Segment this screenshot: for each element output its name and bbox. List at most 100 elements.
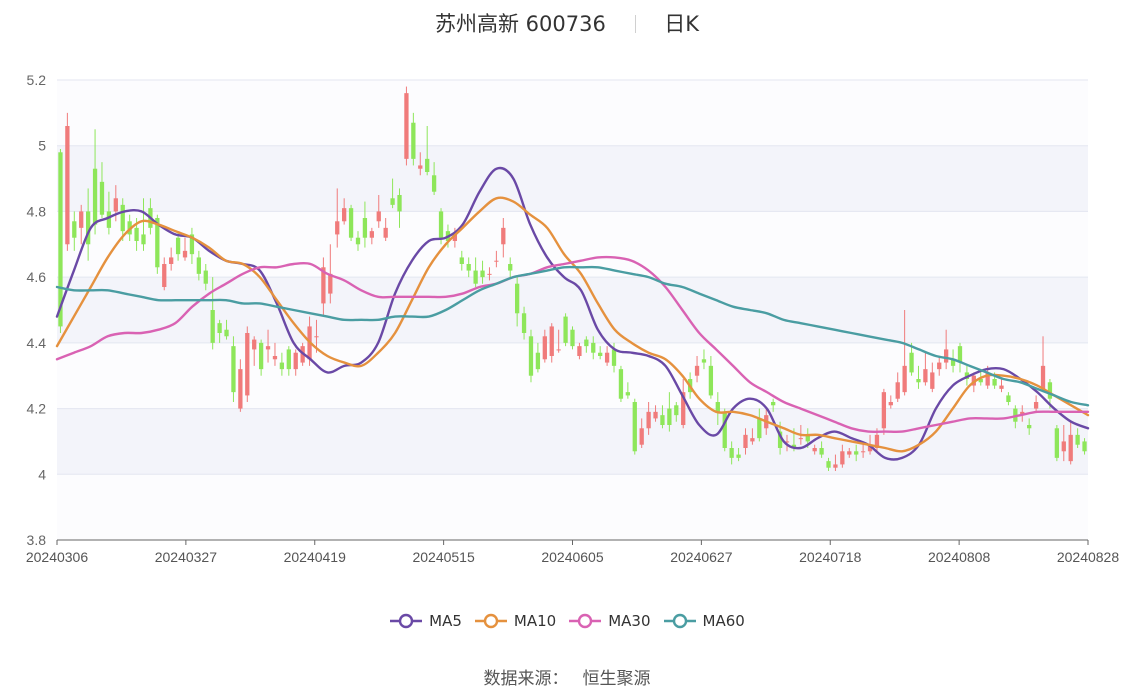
candle-body — [369, 231, 374, 238]
legend-swatch-icon — [663, 613, 696, 629]
candle-body — [224, 329, 229, 337]
candle-body — [521, 313, 527, 333]
candle-body — [833, 464, 838, 468]
x-tick-label: 20240419 — [284, 549, 347, 565]
candle-body — [362, 218, 368, 238]
plot-background-bands — [57, 80, 1088, 540]
candle-body — [771, 402, 776, 406]
candle-body — [591, 342, 596, 353]
candle-body — [514, 283, 520, 314]
candle-body — [321, 267, 326, 304]
y-tick-label: 5.2 — [27, 72, 47, 88]
candle-body — [425, 158, 430, 172]
chart-legend: MA5 MA10 MA30 MA60 — [0, 612, 1134, 633]
candle-body — [72, 221, 77, 238]
plot-band — [57, 80, 1088, 146]
legend-label: MA60 — [702, 612, 745, 630]
candle-body — [916, 379, 921, 383]
legend-label: MA30 — [608, 612, 651, 630]
candle-body — [598, 352, 603, 356]
candle-body — [258, 342, 264, 370]
candle-body — [577, 346, 582, 356]
title-separator — [634, 15, 636, 33]
candle-body — [1020, 411, 1025, 416]
candle-body — [293, 352, 298, 370]
candle-body — [826, 461, 831, 468]
candle-body — [404, 93, 409, 159]
candle-body — [342, 208, 347, 222]
y-axis: 3.8 4 4.2 4.4 4.6 4.8 5 5.2 — [27, 72, 47, 548]
candle-body — [978, 379, 983, 383]
candle-body — [494, 260, 499, 262]
candle-body — [743, 434, 748, 448]
candle-body — [535, 352, 541, 370]
candle-body — [667, 408, 672, 425]
candle-body — [418, 165, 423, 169]
candle-body — [570, 329, 575, 347]
candle-body — [819, 448, 824, 455]
candle-body — [272, 356, 278, 360]
x-tick-label: 20240327 — [155, 549, 218, 565]
candle-body — [549, 326, 554, 356]
candle-body — [618, 369, 624, 399]
candle-body — [383, 227, 388, 238]
candle-body — [604, 352, 610, 363]
candle-body — [466, 264, 471, 271]
candle-body — [812, 448, 817, 452]
source-value: 恒生聚源 — [582, 669, 651, 689]
candle-body — [141, 234, 146, 245]
legend-item-ma30[interactable]: MA30 — [568, 612, 651, 630]
y-tick-label: 4.4 — [27, 335, 47, 351]
plot-band — [57, 408, 1088, 475]
candle-body — [355, 237, 361, 245]
legend-item-ma10[interactable]: MA10 — [474, 612, 556, 630]
candle-body — [777, 431, 783, 448]
candle-body — [162, 264, 167, 287]
candle-body — [923, 369, 928, 383]
candle-body — [182, 250, 188, 258]
candle-body — [528, 336, 534, 376]
ma-line-ma60 — [55, 265, 1090, 407]
x-tick-label: 20240605 — [541, 549, 604, 565]
plot-band — [57, 474, 1088, 540]
candle-body — [840, 451, 845, 465]
candle-body — [708, 365, 714, 396]
candle-body — [134, 227, 139, 241]
candle-body — [895, 382, 900, 399]
data-source: 数据来源： 恒生聚源 — [0, 664, 1134, 689]
candle-body — [930, 372, 935, 389]
period-label: 日K — [664, 12, 699, 36]
candle-body — [459, 257, 464, 264]
candle-body — [480, 270, 485, 278]
legend-item-ma60[interactable]: MA60 — [663, 612, 745, 630]
candle-body — [653, 411, 658, 419]
candle-body — [487, 273, 492, 275]
x-tick-label: 20240808 — [928, 549, 991, 565]
candle-body — [245, 333, 250, 396]
candle-body — [279, 362, 285, 370]
candle-body — [681, 392, 686, 425]
candle-body — [501, 227, 506, 245]
candle-body — [252, 339, 257, 350]
candle-body — [985, 372, 990, 386]
candle-body — [1033, 402, 1039, 409]
candle-body — [1027, 425, 1032, 429]
candle-body — [431, 175, 437, 192]
candle-body — [328, 273, 333, 294]
candle-body — [715, 402, 720, 412]
candle-body — [1006, 395, 1011, 402]
candle-body — [957, 346, 963, 363]
chart-title: 苏州高新 600736 日K — [0, 8, 1134, 38]
candle-body — [58, 152, 63, 327]
y-tick-label: 3.8 — [27, 532, 47, 548]
candle-body — [411, 122, 416, 159]
candle-body — [736, 454, 741, 458]
candle-body — [902, 365, 907, 393]
source-label: 数据来源： — [483, 669, 569, 689]
candle-body — [1068, 434, 1073, 462]
candle-body — [722, 411, 727, 448]
candle-body — [189, 234, 195, 255]
legend-item-ma5[interactable]: MA5 — [389, 612, 462, 630]
candle-body — [397, 195, 402, 212]
candle-body — [1075, 434, 1080, 445]
